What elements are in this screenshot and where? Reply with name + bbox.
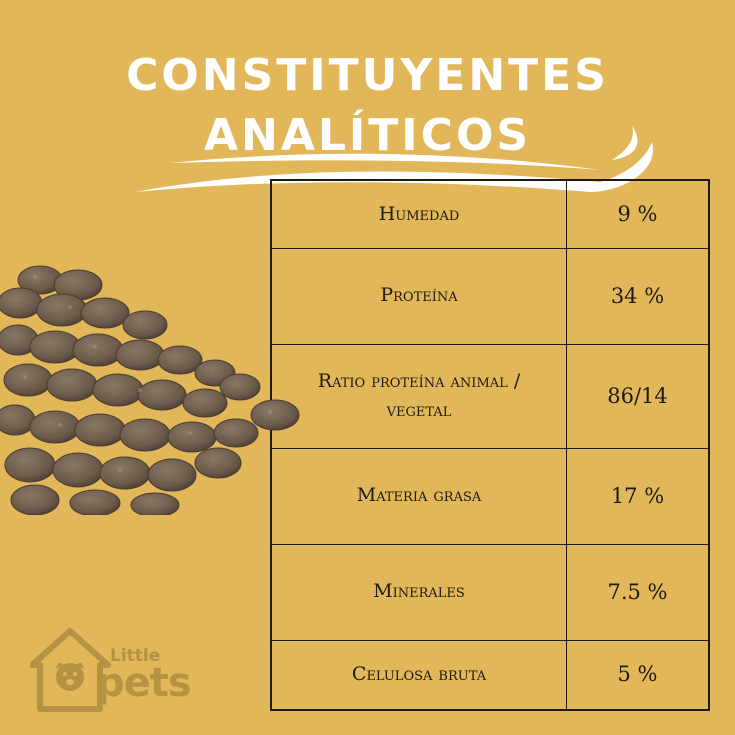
row-value: 17 % — [566, 447, 710, 545]
dog-food-kibble-pile — [0, 265, 300, 515]
table-row: Materia grasa 17 % — [270, 447, 710, 545]
row-value: 34 % — [566, 247, 710, 345]
row-label: Ratio proteína animal / vegetal — [270, 343, 567, 449]
title-line-1: CONSTITUYENTES — [126, 50, 609, 101]
table-row: Celulosa bruta 5 % — [270, 639, 710, 711]
row-value: 9 % — [566, 179, 710, 249]
logo-text-small: Little — [110, 646, 161, 666]
row-value: 7.5 % — [566, 543, 710, 641]
row-label: Minerales — [270, 543, 567, 641]
row-label: Materia grasa — [270, 447, 567, 545]
table-row: Humedad 9 % — [270, 179, 710, 249]
analytical-constituents-table: Humedad 9 % Proteína 34 % Ratio proteína… — [270, 179, 710, 711]
logo-text-big: pets — [96, 660, 192, 706]
little-pets-house-logo — [30, 628, 111, 712]
row-label: Humedad — [270, 179, 567, 249]
row-value: 86/14 — [566, 343, 710, 449]
title-line-2: ANALÍTICOS — [203, 110, 532, 161]
table-row: Ratio proteína animal / vegetal 86/14 — [270, 343, 710, 449]
row-value: 5 % — [566, 639, 710, 711]
table-row: Proteína 34 % — [270, 247, 710, 345]
row-label: Proteína — [270, 247, 567, 345]
row-label: Celulosa bruta — [270, 639, 567, 711]
table-row: Minerales 7.5 % — [270, 543, 710, 641]
